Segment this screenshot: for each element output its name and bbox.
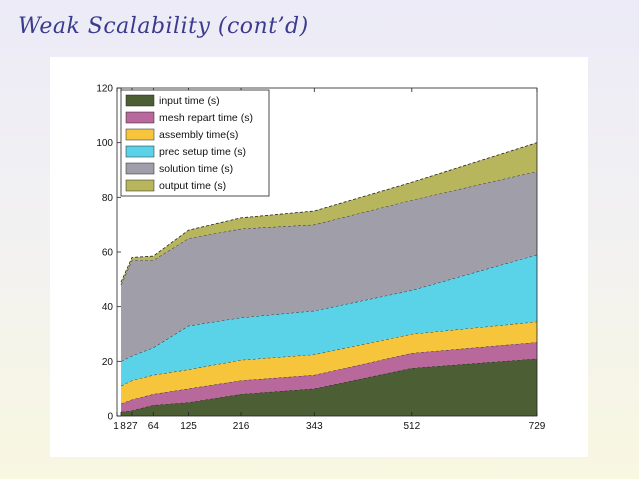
area-prec: [121, 254, 538, 386]
legend-label: output time (s): [159, 180, 226, 192]
legend-box: [120, 89, 270, 197]
legend-swatch: [125, 128, 155, 141]
area-mesh: [121, 342, 538, 412]
area-solution: [121, 171, 538, 362]
legend-swatch: [125, 94, 155, 107]
x-tick-label: 125: [180, 421, 197, 432]
area-assembly: [121, 321, 538, 404]
legend-swatch: [125, 111, 155, 124]
series-line-output: [120, 142, 538, 283]
legend-label: input time (s): [159, 95, 220, 107]
y-tick-label: 0: [107, 412, 113, 423]
y-tick-label: 60: [102, 248, 114, 259]
legend-label: assembly time(s): [159, 129, 238, 141]
x-tick-label: 27: [126, 421, 138, 432]
y-tick-label: 100: [96, 138, 113, 149]
x-tick-label: 343: [306, 421, 323, 432]
legend-label: prec setup time (s): [159, 146, 246, 158]
legend-label: solution time (s): [159, 163, 233, 175]
x-tick-label: 1: [113, 421, 119, 432]
x-tick-label: 512: [403, 421, 420, 432]
chart-panel: 0 20 40 60 80 100 120 1 8 27 64 125 216 343 512 729 inpu…: [50, 57, 588, 457]
legend-label: mesh repart time (s): [159, 112, 253, 124]
legend-swatch: [125, 162, 155, 175]
legend-swatch: [125, 145, 155, 158]
y-tick-label: 80: [102, 193, 114, 204]
y-tick-label: 20: [102, 357, 114, 368]
area-output: [121, 142, 538, 285]
x-tick-label: 216: [233, 421, 250, 432]
legend-swatch: [125, 179, 155, 192]
y-tick-label: 40: [102, 302, 114, 313]
area-input: [121, 358, 538, 416]
y-tick-label: 120: [96, 84, 113, 95]
x-tick-label: 8: [120, 421, 126, 432]
series-line-prec: [120, 254, 538, 362]
slide-title: Weak Scalability (cont’d): [18, 14, 309, 39]
x-tick-label: 729: [529, 421, 546, 432]
x-tick-label: 64: [148, 421, 160, 432]
stacked-area-chart: 0 20 40 60 80 100 120 1 8 27 64 125 216 343 512 729 inpu…: [96, 84, 546, 433]
